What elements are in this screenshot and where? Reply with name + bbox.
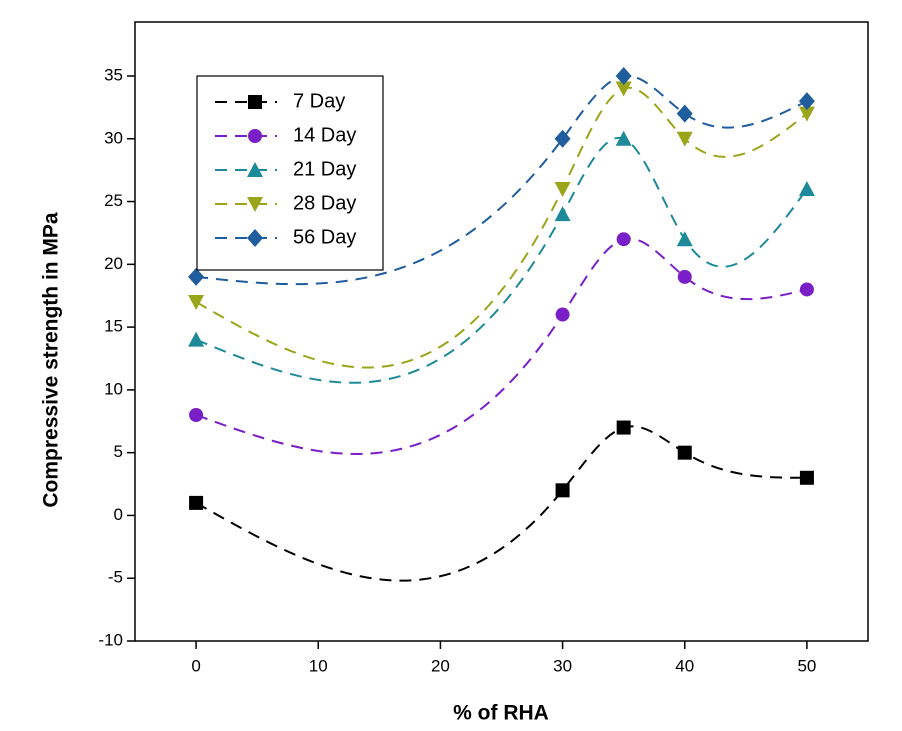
x-tick-label: 10 <box>309 656 328 675</box>
marker <box>799 470 814 485</box>
legend-label: 56 Day <box>293 226 356 248</box>
legend-marker <box>248 95 262 109</box>
marker <box>554 129 571 148</box>
legend-marker <box>247 162 263 177</box>
y-tick-label: 35 <box>104 65 123 84</box>
x-axis-title: % of RHA <box>453 702 549 725</box>
marker <box>555 307 570 322</box>
y-tick-label: 0 <box>114 505 123 524</box>
marker <box>798 106 815 122</box>
y-tick-label: 25 <box>104 191 123 210</box>
legend-label: 7 Day <box>293 90 345 112</box>
legend-marker <box>247 197 263 212</box>
marker <box>799 282 814 297</box>
legend-label: 28 Day <box>293 192 356 214</box>
marker <box>676 131 693 147</box>
series-line <box>195 425 807 582</box>
marker <box>555 483 570 498</box>
marker <box>798 180 815 196</box>
marker <box>615 81 632 97</box>
x-tick-label: 30 <box>553 656 572 675</box>
legend-box <box>196 75 384 271</box>
marker <box>677 445 692 460</box>
legend-marker <box>248 129 262 143</box>
marker <box>189 407 204 422</box>
marker <box>676 104 693 123</box>
series-line <box>195 237 808 455</box>
x-tick-label: 0 <box>191 656 200 675</box>
marker <box>188 294 205 310</box>
x-tick-label: 40 <box>675 656 694 675</box>
series-line <box>195 74 808 286</box>
y-tick-label: 30 <box>104 128 123 147</box>
y-tick-label: 15 <box>104 317 123 336</box>
marker <box>677 269 692 284</box>
legend-label: 21 Day <box>293 158 356 180</box>
marker <box>615 66 632 85</box>
marker <box>676 231 693 247</box>
legend-label: 14 Day <box>293 124 356 146</box>
y-tick-label: -5 <box>108 568 123 587</box>
marker <box>189 495 204 510</box>
marker <box>554 206 571 222</box>
x-tick-label: 20 <box>431 656 450 675</box>
series-line <box>195 86 808 369</box>
marker <box>554 181 571 197</box>
y-tick-label: 5 <box>114 442 123 461</box>
marker <box>798 92 815 111</box>
x-tick-label: 50 <box>797 656 816 675</box>
marker <box>615 130 632 146</box>
y-tick-label: 10 <box>104 379 123 398</box>
marker <box>188 331 205 347</box>
y-axis-title: Compressive strength in MPa <box>40 212 63 508</box>
marker <box>616 232 631 247</box>
y-tick-label: -10 <box>98 630 123 649</box>
marker <box>616 420 631 435</box>
y-tick-label: 20 <box>104 254 123 273</box>
plot-frame <box>134 21 869 642</box>
legend-marker <box>247 229 263 247</box>
marker <box>188 267 205 286</box>
